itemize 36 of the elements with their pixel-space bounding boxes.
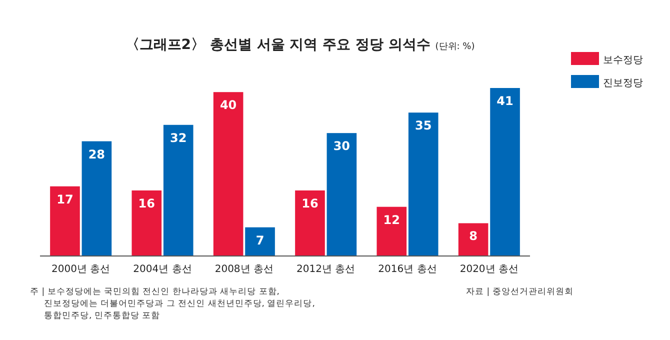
data-label: 17 bbox=[56, 192, 74, 206]
data-label: 7 bbox=[256, 233, 264, 248]
x-tick-label: 2020년 총선 bbox=[460, 264, 518, 275]
bar bbox=[376, 206, 407, 256]
legend-label: 진보정당 bbox=[603, 78, 643, 89]
chart-subtitle: (단위: %) bbox=[435, 42, 475, 52]
bar bbox=[213, 92, 244, 256]
chart-title: 〈그래프2〉 총선별 서울 지역 주요 정당 의석수 bbox=[125, 37, 430, 53]
bar bbox=[295, 190, 325, 256]
x-tick-label: 2008년 총선 bbox=[214, 264, 274, 275]
bar bbox=[408, 112, 438, 256]
data-label: 32 bbox=[170, 130, 187, 145]
bar bbox=[458, 223, 488, 256]
data-label: 30 bbox=[333, 139, 350, 154]
data-label: 28 bbox=[88, 147, 106, 162]
bar bbox=[82, 141, 112, 256]
text: 자료 | 중앙선거관리위원회 bbox=[466, 287, 574, 297]
bar bbox=[245, 227, 275, 256]
bar bbox=[490, 88, 520, 256]
legend-label: 보수정당 bbox=[603, 55, 643, 66]
data-label: 41 bbox=[496, 94, 514, 108]
data-label: 40 bbox=[220, 98, 237, 112]
bar bbox=[163, 124, 194, 256]
data-label: 8 bbox=[469, 229, 478, 244]
data-label: 16 bbox=[138, 196, 155, 210]
data-label: 35 bbox=[415, 118, 432, 133]
x-tick-label: 2000년 총선 bbox=[52, 264, 110, 275]
bar bbox=[50, 186, 80, 256]
data-label: 16 bbox=[302, 196, 318, 210]
data-label: 12 bbox=[383, 212, 400, 227]
x-tick-label: 2012년 총선 bbox=[296, 264, 356, 275]
text: 주 | 보수정당에는 국민의힘 전신인 한나라당과 새누리당 포함, 진보정당에는 더불어민주당과 그 전신인 새천년민주당, 열린우리당, 통합민주당, 민주통합당 포함 bbox=[30, 287, 315, 321]
x-tick-label: 2016년 총선 bbox=[378, 264, 437, 275]
x-tick-label: 2004년 총선 bbox=[133, 264, 192, 275]
bar bbox=[132, 190, 162, 256]
bar bbox=[326, 133, 357, 256]
